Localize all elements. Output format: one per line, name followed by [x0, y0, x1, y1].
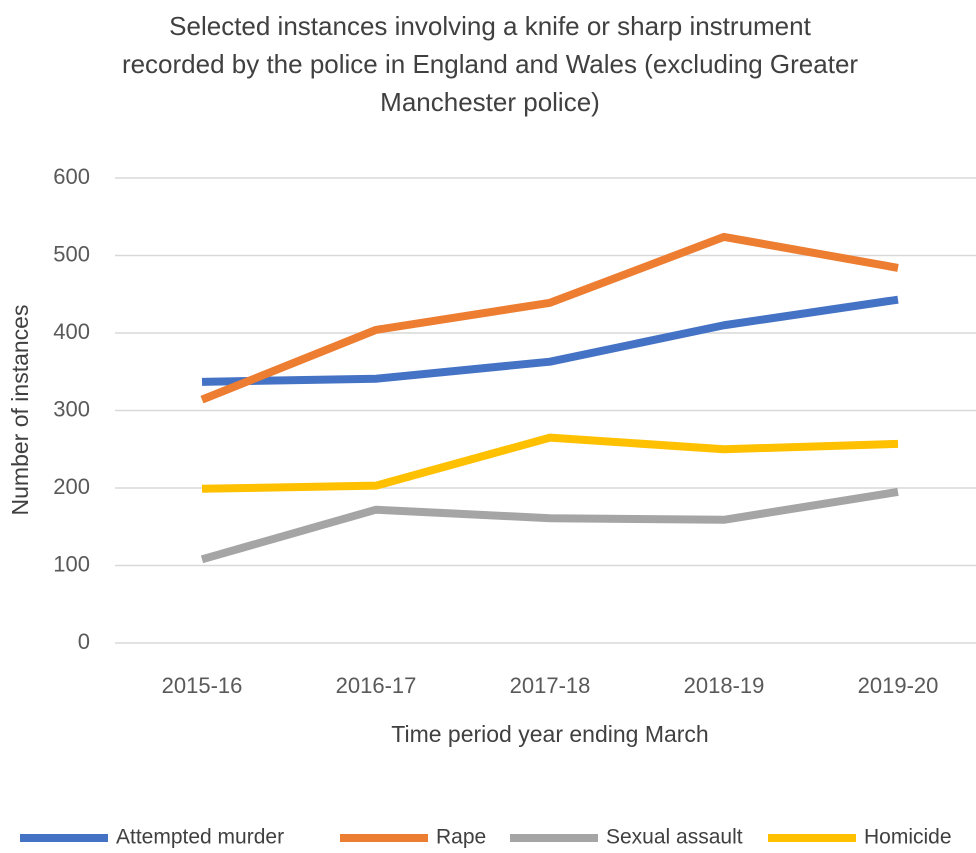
- y-tick-label: 500: [53, 241, 90, 266]
- series-line: [200, 232, 899, 404]
- y-tick-label: 300: [53, 396, 90, 421]
- y-tick-label: 200: [53, 474, 90, 499]
- x-tick-label: 2018-19: [684, 673, 765, 698]
- y-tick-label: 100: [53, 551, 90, 576]
- x-tick-label: 2017-18: [510, 673, 591, 698]
- series-line: [201, 295, 899, 386]
- x-tick-label: 2016-17: [336, 673, 417, 698]
- legend-label: Attempted murder: [116, 826, 284, 849]
- legend-label: Sexual assault: [606, 826, 743, 849]
- y-axis-label: Number of instances: [7, 305, 33, 516]
- x-tick-label: 2019-20: [858, 673, 939, 698]
- series-line: [201, 433, 899, 493]
- legend-label: Homicide: [864, 826, 952, 849]
- series-line: [200, 487, 899, 564]
- y-tick-label: 600: [53, 164, 90, 189]
- x-axis-label: Time period year ending March: [391, 721, 708, 747]
- x-tick-label: 2015-16: [162, 673, 243, 698]
- y-tick-label: 400: [53, 319, 90, 344]
- y-tick-label: 0: [78, 629, 90, 654]
- chart-title: recorded by the police in England and Wa…: [122, 49, 858, 79]
- legend-label: Rape: [436, 826, 486, 849]
- chart-title: Selected instances involving a knife or …: [169, 11, 811, 41]
- chart-title: Manchester police): [380, 87, 600, 117]
